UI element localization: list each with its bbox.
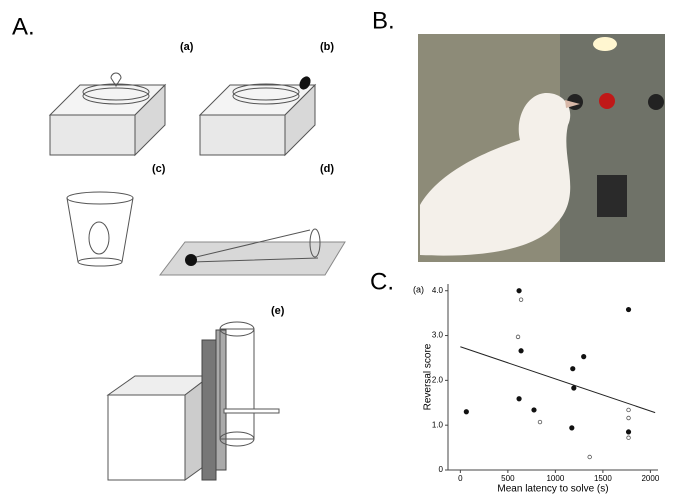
x-tick-label: 0 <box>458 474 463 483</box>
figure: A. B. C. (a) (b) (c) (d) (e) <box>0 0 689 496</box>
data-point <box>516 335 520 339</box>
data-point <box>532 408 536 412</box>
diagram-label: (c) <box>152 163 166 175</box>
x-axis-title: Mean latency to solve (s) <box>497 484 608 495</box>
data-point <box>571 367 575 371</box>
pigeon-photo <box>418 34 665 262</box>
data-point <box>519 298 523 302</box>
data-point <box>626 307 630 311</box>
data-point <box>581 354 585 358</box>
panel-label: C. <box>370 268 394 295</box>
apparatus-e <box>108 322 279 480</box>
data-point <box>627 408 631 412</box>
y-tick-label: 2.0 <box>432 375 444 384</box>
data-point <box>572 386 576 390</box>
data-point <box>538 420 542 424</box>
y-tick-label: 1.0 <box>432 420 444 429</box>
x-tick-label: 2000 <box>641 474 659 483</box>
scatter-chart: (a) Mean latency to solve (s) Reversal s… <box>413 284 609 494</box>
data-point <box>464 410 468 414</box>
trend-line <box>460 347 655 413</box>
data-point <box>517 397 521 401</box>
panel-label: A. <box>12 13 35 40</box>
y-tick-label: 0 <box>439 465 444 474</box>
y-tick-label: 4.0 <box>432 286 444 295</box>
data-point <box>627 416 631 420</box>
diagram-label: (a) <box>180 41 194 53</box>
apparatus-b <box>200 74 315 155</box>
diagram-label: (d) <box>320 163 334 175</box>
x-tick-label: 1500 <box>594 474 612 483</box>
diagram-label: (b) <box>320 41 334 53</box>
data-point <box>588 455 592 459</box>
data-point <box>519 349 523 353</box>
panel-label: B. <box>372 7 395 34</box>
chart-label: (a) <box>413 284 424 294</box>
data-point <box>626 430 630 434</box>
apparatus-a <box>50 73 165 155</box>
x-tick-label: 500 <box>501 474 515 483</box>
cone-plane <box>160 229 345 275</box>
y-tick-label: 3.0 <box>432 331 444 340</box>
cup <box>67 192 133 266</box>
data-point <box>517 289 521 293</box>
data-point <box>570 426 574 430</box>
x-tick-label: 1000 <box>546 474 564 483</box>
diagram-label: (e) <box>271 305 285 317</box>
data-point <box>627 436 631 440</box>
